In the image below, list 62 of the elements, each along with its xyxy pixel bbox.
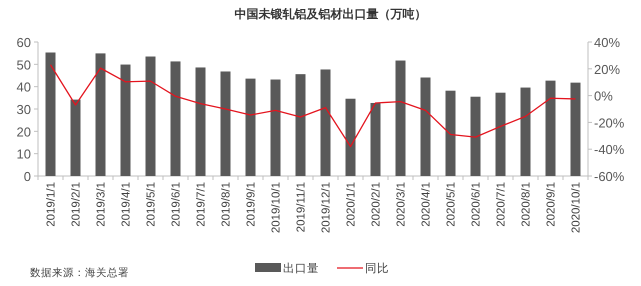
- bar: [196, 67, 206, 176]
- x-tick-label: 2020/2/1: [370, 182, 382, 227]
- bar: [170, 61, 180, 176]
- x-tick-label: 2020/6/1: [470, 182, 482, 227]
- bar: [520, 88, 530, 176]
- bar: [370, 102, 380, 176]
- y-tick-label: 40: [16, 80, 31, 95]
- x-tick-label: 2019/1/1: [46, 182, 58, 227]
- y2-tick-label: -20%: [594, 115, 625, 130]
- y2-tick-label: -40%: [594, 142, 625, 158]
- bar: [70, 100, 80, 176]
- line-series: [50, 64, 576, 148]
- bar: [496, 92, 506, 176]
- bar: [346, 98, 356, 176]
- x-tick-label: 2020/9/1: [546, 182, 558, 227]
- x-tick-label: 2019/11/1: [296, 182, 308, 232]
- x-tick-label: 2019/2/1: [70, 182, 82, 227]
- bar: [220, 71, 230, 176]
- bar: [270, 80, 280, 176]
- bar: [546, 80, 556, 176]
- bar: [446, 90, 456, 176]
- bar: [120, 64, 130, 176]
- bar: [46, 52, 56, 176]
- x-tick-label: 2020/8/1: [520, 182, 532, 227]
- x-tick-label: 2020/5/1: [446, 182, 458, 227]
- y2-tick-label: -60%: [594, 169, 625, 184]
- x-tick-label: 2020/1/1: [346, 182, 358, 227]
- bar: [146, 56, 156, 176]
- bar: [246, 78, 256, 176]
- x-tick-label: 2019/8/1: [220, 182, 232, 227]
- source-note: 数据来源：海关总署: [30, 266, 129, 279]
- x-tick-label: 2020/10/1: [570, 182, 582, 234]
- bar: [96, 53, 106, 176]
- x-tick-label: 2020/3/1: [396, 182, 408, 227]
- x-tick-label: 2019/10/1: [270, 182, 282, 234]
- y2-tick-label: 40%: [594, 35, 620, 50]
- y2-tick-label: 0%: [594, 88, 614, 104]
- x-tick-label: 2019/4/1: [120, 182, 132, 227]
- chart-title: 中国未锻轧铝及铝材出口量（万吨）: [234, 7, 426, 21]
- bar: [570, 82, 580, 176]
- y-tick-label: 60: [16, 35, 31, 50]
- x-tick-label: 2019/5/1: [146, 182, 158, 227]
- x-tick-label: 2019/7/1: [196, 182, 208, 227]
- bar: [470, 96, 480, 176]
- bar: [396, 60, 406, 176]
- y-tick-label: 0: [24, 169, 31, 184]
- x-tick-label: 2019/6/1: [170, 182, 182, 227]
- x-tick-label: 2019/12/1: [320, 182, 332, 234]
- y-tick-label: 30: [16, 102, 31, 117]
- x-tick-label: 2019/9/1: [246, 182, 258, 227]
- legend-label: 同比: [365, 262, 389, 275]
- x-tick-label: 2020/7/1: [496, 182, 508, 227]
- x-tick-label: 2020/4/1: [420, 182, 432, 227]
- y-tick-label: 20: [16, 124, 31, 140]
- bar: [320, 69, 330, 176]
- y-tick-label: 50: [16, 57, 31, 72]
- y2-tick-label: 20%: [594, 62, 620, 77]
- x-tick-label: 2019/3/1: [96, 182, 108, 227]
- y-tick-label: 10: [16, 146, 31, 162]
- bar: [296, 74, 306, 176]
- bar: [420, 78, 430, 176]
- legend-label: 出口量: [283, 262, 319, 275]
